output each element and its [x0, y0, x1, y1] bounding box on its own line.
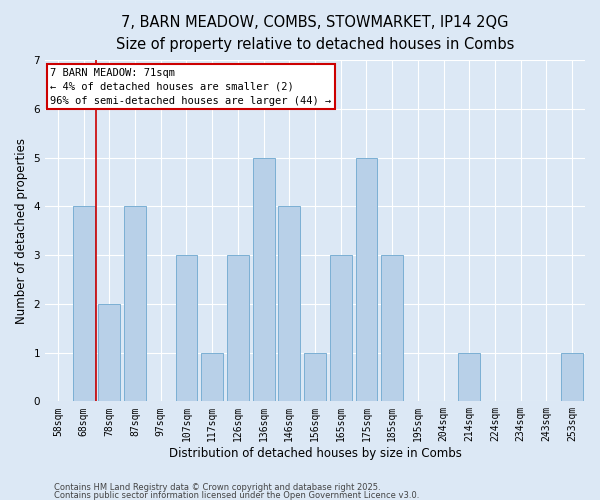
Bar: [253, 158, 275, 402]
Bar: [330, 255, 352, 402]
Bar: [278, 206, 300, 402]
Title: 7, BARN MEADOW, COMBS, STOWMARKET, IP14 2QG
Size of property relative to detache: 7, BARN MEADOW, COMBS, STOWMARKET, IP14 …: [116, 15, 514, 52]
Y-axis label: Number of detached properties: Number of detached properties: [15, 138, 28, 324]
X-axis label: Distribution of detached houses by size in Combs: Distribution of detached houses by size …: [169, 447, 461, 460]
Bar: [73, 206, 95, 402]
Bar: [304, 352, 326, 402]
Bar: [458, 352, 480, 402]
Bar: [561, 352, 583, 402]
Text: 7 BARN MEADOW: 71sqm
← 4% of detached houses are smaller (2)
96% of semi-detache: 7 BARN MEADOW: 71sqm ← 4% of detached ho…: [50, 68, 331, 106]
Text: Contains public sector information licensed under the Open Government Licence v3: Contains public sector information licen…: [54, 491, 419, 500]
Bar: [98, 304, 120, 402]
Bar: [381, 255, 403, 402]
Bar: [227, 255, 249, 402]
Bar: [356, 158, 377, 402]
Bar: [201, 352, 223, 402]
Text: Contains HM Land Registry data © Crown copyright and database right 2025.: Contains HM Land Registry data © Crown c…: [54, 484, 380, 492]
Bar: [124, 206, 146, 402]
Bar: [176, 255, 197, 402]
